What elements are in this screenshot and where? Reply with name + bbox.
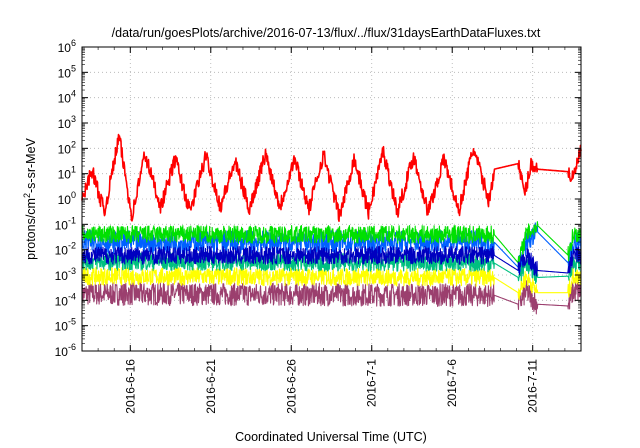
series-line-6 — [81, 245, 582, 277]
y-tick-label: 10-6 — [55, 342, 76, 359]
y-tick-label: 104 — [58, 89, 76, 106]
series-line-5 — [81, 221, 582, 264]
y-tick-label: 100 — [58, 190, 76, 207]
y-tick-label: 10-4 — [55, 291, 76, 308]
y-tick-label: 10-1 — [55, 215, 76, 232]
grid — [82, 47, 581, 351]
y-tick-label: 106 — [58, 38, 76, 55]
x-tick-label: 2016-7-6 — [445, 359, 459, 407]
y-tick-label: 105 — [58, 63, 76, 80]
y-tick-label: 101 — [58, 165, 76, 182]
x-tick-label: 2016-7-1 — [365, 359, 379, 407]
series-layer — [81, 133, 582, 315]
y-tick-label: 102 — [58, 139, 76, 156]
series-line-7 — [81, 133, 582, 222]
y-tick-label: 103 — [58, 114, 76, 131]
ticks: 10-6 10-5 10-4 10-3 10-2 10-1 100 101 102 103 104 1… — [55, 38, 582, 414]
y-axis-label: protons/cm2-s-sr-MeV — [22, 137, 38, 259]
x-axis-label: Coordinated Universal Time (UTC) — [235, 430, 427, 444]
y-axis-label-sup: 2 — [22, 193, 32, 198]
x-tick-label: 2016-6-26 — [284, 359, 298, 414]
series-line-2 — [81, 266, 582, 301]
x-tick-label: 2016-6-16 — [123, 359, 137, 414]
series-line-1 — [81, 280, 582, 315]
y-axis-label-pre: protons/cm — [24, 198, 38, 260]
y-tick-label: 10-3 — [55, 266, 76, 283]
y-tick-label: 10-5 — [55, 317, 76, 334]
y-axis-label-post: -s-sr-MeV — [24, 137, 38, 193]
x-tick-label: 2016-6-21 — [204, 359, 218, 414]
y-tick-label: 10-2 — [55, 241, 76, 258]
chart-title: /data/run/goesPlots/archive/2016-07-13/f… — [112, 26, 541, 40]
x-tick-label: 2016-7-11 — [526, 359, 540, 413]
